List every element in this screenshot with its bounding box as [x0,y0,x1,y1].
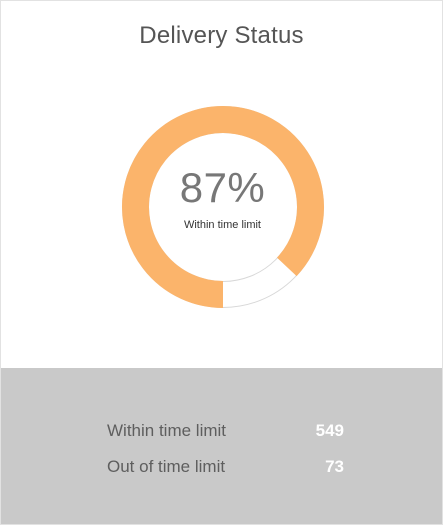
stat-label: Out of time limit [107,457,225,477]
stat-value: 73 [325,457,344,477]
gauge-caption: Within time limit [1,219,443,231]
gauge-percent: 87% [1,164,443,212]
stat-row-out: Out of time limit 73 [1,457,443,483]
stat-row-within: Within time limit 549 [1,421,443,447]
stats-panel: Within time limit 549 Out of time limit … [1,368,443,525]
stat-value: 549 [316,421,344,441]
stat-label: Within time limit [107,421,226,441]
